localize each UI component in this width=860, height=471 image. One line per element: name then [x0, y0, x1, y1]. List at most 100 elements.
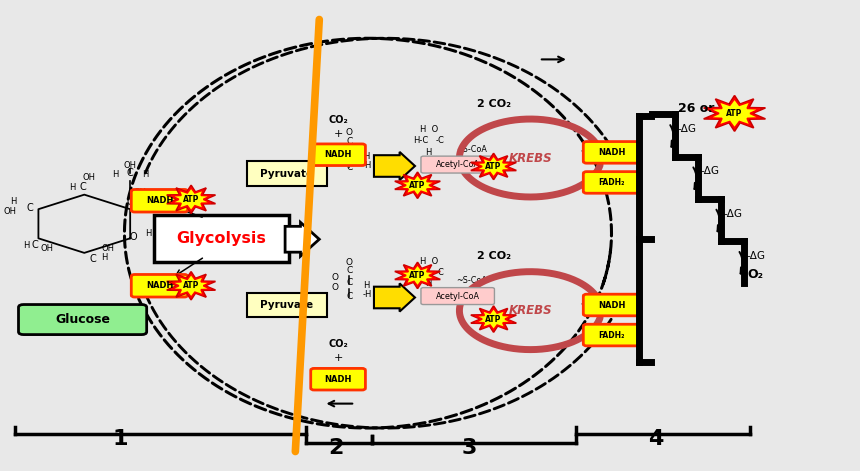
Text: ATP: ATP — [183, 195, 200, 204]
Text: H: H — [145, 229, 152, 238]
Text: +: + — [334, 353, 343, 363]
Text: H: H — [112, 171, 118, 179]
Text: Glycolysis: Glycolysis — [176, 231, 266, 246]
FancyBboxPatch shape — [583, 294, 640, 316]
Text: H: H — [426, 279, 432, 288]
Text: H: H — [426, 148, 432, 157]
Text: KREBS: KREBS — [508, 152, 552, 164]
FancyBboxPatch shape — [132, 275, 187, 297]
Text: 26 or 28: 26 or 28 — [679, 102, 736, 115]
Text: FADH₂: FADH₂ — [599, 331, 624, 340]
FancyBboxPatch shape — [583, 171, 640, 193]
Text: NADH: NADH — [146, 196, 173, 205]
Text: -ΔG: -ΔG — [700, 166, 719, 177]
Text: ATP: ATP — [727, 109, 743, 118]
Text: 2 CO₂: 2 CO₂ — [476, 251, 511, 261]
Text: H: H — [69, 183, 76, 192]
Text: O: O — [331, 273, 338, 282]
Text: 3: 3 — [580, 297, 588, 307]
Text: ~S-CoA: ~S-CoA — [456, 276, 487, 285]
FancyArrow shape — [374, 152, 415, 180]
FancyBboxPatch shape — [421, 156, 494, 173]
Text: NADH: NADH — [146, 281, 173, 290]
FancyBboxPatch shape — [310, 368, 366, 390]
Text: H  O: H O — [420, 125, 438, 134]
FancyBboxPatch shape — [19, 305, 147, 334]
Polygon shape — [475, 156, 513, 177]
Text: H: H — [101, 253, 108, 262]
Text: OH: OH — [40, 244, 53, 253]
Text: -C: -C — [435, 268, 445, 277]
Text: Pyruvate: Pyruvate — [261, 300, 313, 310]
Text: -H: -H — [363, 291, 372, 300]
Text: OH: OH — [124, 161, 137, 170]
Polygon shape — [167, 272, 216, 300]
Text: OH: OH — [133, 188, 146, 197]
Polygon shape — [470, 306, 516, 332]
Text: H: H — [9, 196, 16, 205]
Text: O: O — [130, 232, 138, 243]
Text: OH: OH — [83, 172, 95, 182]
FancyBboxPatch shape — [310, 144, 366, 165]
Text: 2 CO₂: 2 CO₂ — [476, 99, 511, 109]
Text: C: C — [89, 254, 96, 264]
Text: CO₂: CO₂ — [329, 115, 348, 125]
FancyBboxPatch shape — [132, 189, 187, 212]
Text: C: C — [346, 137, 353, 146]
Text: C: C — [27, 203, 34, 213]
Polygon shape — [475, 309, 513, 330]
Text: O₂: O₂ — [747, 268, 764, 281]
FancyBboxPatch shape — [247, 161, 327, 186]
Polygon shape — [399, 265, 436, 286]
Text: H: H — [142, 171, 149, 179]
Text: NADH: NADH — [598, 148, 625, 157]
Text: +: + — [334, 129, 343, 139]
Text: Pyruvate: Pyruvate — [261, 169, 313, 179]
Text: ATP: ATP — [409, 271, 426, 280]
Text: ATP: ATP — [409, 181, 426, 190]
Text: 3: 3 — [580, 145, 588, 154]
Text: H: H — [23, 241, 29, 250]
Polygon shape — [167, 185, 216, 213]
Text: C: C — [346, 292, 353, 301]
Text: 3: 3 — [461, 439, 476, 458]
FancyBboxPatch shape — [153, 215, 288, 262]
Text: H: H — [363, 281, 369, 290]
FancyBboxPatch shape — [247, 293, 327, 317]
Text: H: H — [363, 152, 369, 161]
FancyBboxPatch shape — [421, 288, 494, 305]
Text: OH: OH — [3, 207, 16, 216]
Text: Acetyl-CoA: Acetyl-CoA — [436, 292, 480, 300]
Text: NADH: NADH — [598, 300, 625, 309]
Polygon shape — [395, 172, 440, 198]
Polygon shape — [395, 262, 440, 289]
Text: -ΔG: -ΔG — [723, 209, 742, 219]
Polygon shape — [399, 174, 436, 196]
Polygon shape — [171, 188, 211, 211]
Text: FADH₂: FADH₂ — [599, 178, 624, 187]
Text: O: O — [346, 258, 353, 267]
Polygon shape — [171, 274, 211, 297]
Text: O: O — [331, 154, 338, 162]
Text: C: C — [126, 168, 133, 179]
Text: Glucose: Glucose — [55, 313, 110, 325]
Text: 4: 4 — [648, 429, 664, 449]
Text: CO₂: CO₂ — [329, 339, 348, 349]
FancyArrow shape — [286, 222, 319, 256]
Text: H-C: H-C — [414, 137, 428, 146]
Text: NADH: NADH — [324, 375, 352, 384]
Polygon shape — [703, 96, 765, 131]
Text: KREBS: KREBS — [508, 304, 552, 317]
Text: -C: -C — [435, 137, 445, 146]
Text: C: C — [346, 149, 353, 158]
Text: -ΔG: -ΔG — [678, 124, 697, 134]
Text: O: O — [331, 144, 338, 153]
Text: C: C — [346, 163, 353, 172]
FancyArrow shape — [374, 284, 415, 312]
Text: C: C — [32, 240, 39, 250]
Text: O: O — [346, 129, 353, 138]
Text: C: C — [126, 197, 133, 207]
FancyBboxPatch shape — [583, 142, 640, 163]
Text: C: C — [79, 182, 86, 192]
Polygon shape — [470, 154, 516, 179]
